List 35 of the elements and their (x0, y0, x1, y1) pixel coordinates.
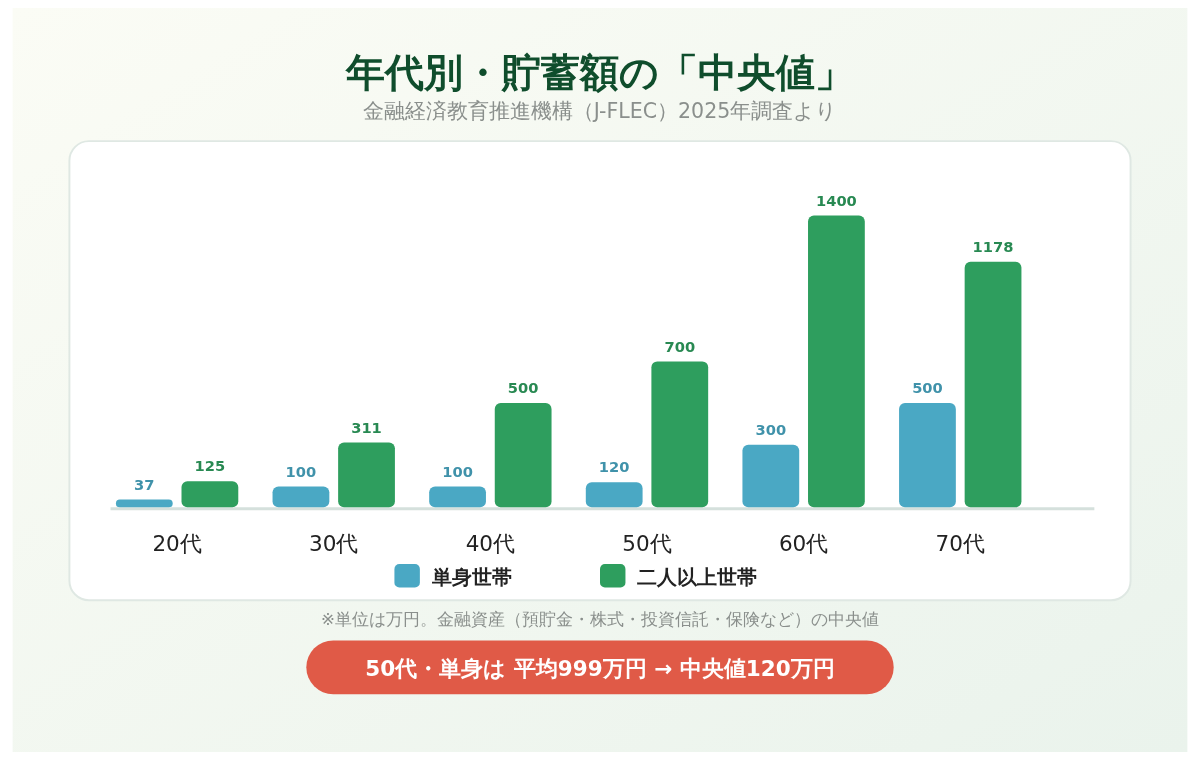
chart-title: 年代別・貯蓄額の「中央値」 (345, 50, 854, 96)
x-tick-label: 20代 (152, 531, 202, 557)
x-tick-label: 30代 (309, 531, 359, 557)
bar (964, 261, 1022, 508)
data-label: 120 (598, 458, 630, 476)
bar (899, 403, 956, 508)
x-tick-label: 70代 (935, 531, 985, 557)
chart-subtitle: 金融経済教育推進機構（J-FLEC）2025年調査より (362, 98, 838, 123)
bar (181, 481, 239, 508)
data-label: 100 (442, 462, 473, 480)
text: 50代・単身は 平均999万円 → 中央値120万円 (365, 655, 835, 681)
legend-label: 二人以上世帯 (637, 565, 758, 589)
data-label: 700 (664, 337, 696, 355)
bar (272, 486, 330, 508)
data-label: 100 (285, 462, 317, 480)
data-label: 37 (134, 475, 155, 493)
bar (742, 444, 800, 508)
text: ※単位は万円。金融資産（預貯金・株式・投資信託・保険など）の中央値 (321, 609, 879, 629)
data-label: 300 (755, 420, 787, 438)
bar (338, 442, 395, 508)
data-label: 500 (912, 379, 943, 397)
bar (651, 361, 709, 508)
bar (808, 215, 865, 508)
x-tick-label: 40代 (465, 531, 516, 557)
data-label: 1178 (972, 238, 1014, 256)
legend-label: 単身世帯 (430, 565, 512, 589)
bar (429, 486, 486, 508)
data-label: 125 (194, 457, 226, 475)
data-label: 500 (507, 379, 539, 397)
bar (585, 482, 643, 508)
bar (494, 403, 552, 508)
x-tick-label: 50代 (622, 531, 672, 557)
data-label: 311 (351, 418, 382, 436)
data-label: 1400 (815, 191, 857, 209)
x-tick-label: 60代 (778, 531, 829, 557)
